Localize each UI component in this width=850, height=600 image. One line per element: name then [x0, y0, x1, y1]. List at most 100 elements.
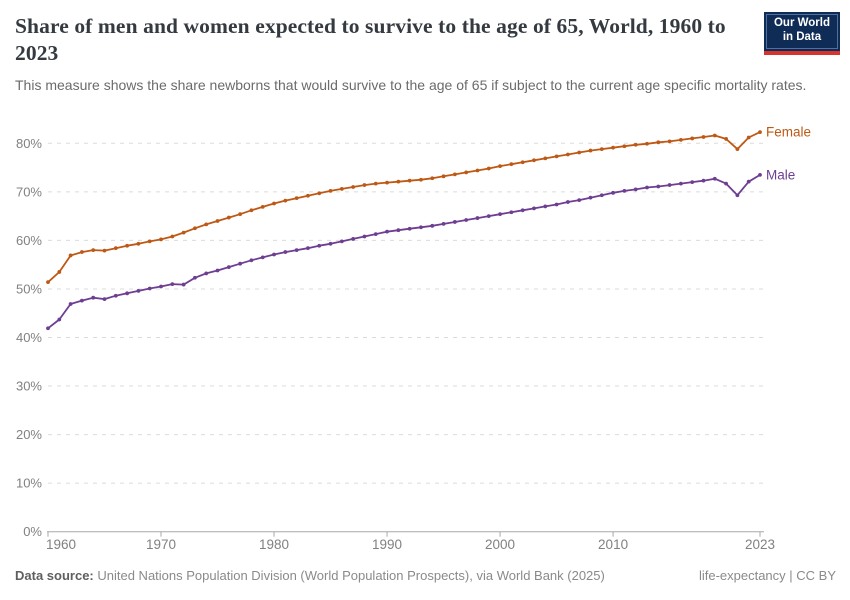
series-point-female-2015 — [667, 139, 672, 144]
series-point-male-2003 — [532, 206, 536, 211]
series-point-female-1971 — [170, 234, 175, 239]
data-source-label: Data source: — [15, 568, 94, 583]
series-point-female-2005 — [554, 154, 559, 159]
series-point-male-1971 — [170, 282, 175, 286]
series-point-male-1989 — [373, 232, 378, 236]
series-point-female-2007 — [577, 150, 582, 155]
series-point-male-1986 — [339, 239, 344, 244]
series-point-female-1988 — [362, 183, 367, 187]
series-point-male-1985 — [328, 241, 333, 246]
series-point-female-1987 — [351, 185, 356, 189]
series-point-female-1968 — [136, 241, 141, 246]
series-point-female-1998 — [475, 168, 480, 173]
series-point-male-2014 — [656, 184, 661, 189]
line-chart: 0% 10% 20% 30% 40% 50% 60% 70% 80% 1960 1970 1980 19… — [16, 125, 811, 553]
series-point-male-1964 — [91, 295, 96, 300]
series-point-female-1999 — [486, 166, 491, 171]
page-title: Share of men and women expected to survi… — [15, 14, 726, 65]
series-label-female[interactable]: Female — [766, 125, 811, 140]
series-point-female-1983 — [306, 193, 310, 198]
owid-logo[interactable]: Our World in Data — [763, 12, 840, 55]
series-point-female-2022 — [746, 135, 751, 140]
series-point-female-1965 — [102, 248, 107, 253]
y-tick-label-70: 70% — [16, 184, 42, 199]
series-point-female-1964 — [91, 248, 96, 253]
series-point-male-1982 — [294, 248, 299, 253]
series-point-female-2010 — [611, 145, 615, 150]
series-point-male-1993 — [419, 225, 423, 230]
series-point-female-1963 — [80, 250, 84, 254]
y-tick-label-50: 50% — [16, 281, 42, 296]
series-point-female-1980 — [272, 201, 276, 206]
series-point-male-2015 — [667, 183, 672, 187]
series-point-male-1965 — [102, 297, 107, 302]
series-point-male-1972 — [181, 282, 186, 287]
series-point-male-1976 — [226, 265, 231, 270]
series-label-male[interactable]: Male — [766, 167, 795, 182]
series-point-female-2019 — [712, 133, 717, 138]
series-line-male[interactable] — [47, 174, 761, 330]
data-source-text: United Nations Population Division (Worl… — [93, 568, 605, 583]
chart-subtitle: This measure shows the share newborns th… — [15, 77, 807, 93]
series-point-female-2002 — [520, 160, 525, 165]
series-point-male-1987 — [351, 237, 356, 241]
series-point-male-2002 — [520, 208, 525, 213]
series-point-male-2019 — [712, 176, 717, 181]
series-point-female-1961 — [57, 270, 62, 274]
series-point-male-1960 — [46, 326, 50, 331]
series-point-male-2018 — [701, 178, 706, 183]
owid-logo-text: Our World in Data — [765, 14, 838, 49]
x-tick-label-1970: 1970 — [146, 537, 176, 552]
series-point-male-1962 — [68, 302, 73, 306]
series-point-female-2017 — [690, 136, 695, 141]
series-point-female-2009 — [599, 147, 604, 152]
series-point-male-2007 — [577, 198, 582, 203]
y-tick-label-60: 60% — [16, 233, 42, 248]
series-point-female-2016 — [678, 138, 683, 142]
series-point-female-1996 — [452, 172, 457, 177]
series-point-male-2009 — [599, 193, 604, 198]
series-point-female-2013 — [645, 141, 649, 146]
series-point-female-1991 — [396, 179, 401, 184]
series-point-female-2018 — [701, 135, 706, 139]
series-point-male-1979 — [260, 255, 265, 260]
series-point-female-2021 — [735, 147, 740, 152]
series-point-male-1991 — [396, 228, 401, 233]
series-point-male-1984 — [317, 243, 322, 248]
series-point-female-1989 — [373, 181, 378, 186]
series-point-female-1993 — [419, 177, 423, 182]
series-point-female-1992 — [407, 178, 412, 183]
series-point-female-1970 — [159, 237, 163, 242]
series-point-male-1969 — [147, 286, 152, 291]
series-point-female-2008 — [588, 148, 593, 153]
y-tick-label-40: 40% — [16, 330, 42, 345]
series-line-female[interactable] — [47, 131, 761, 283]
series-point-male-1980 — [272, 252, 276, 257]
series-point-female-2023 — [758, 130, 762, 135]
series-point-female-2012 — [633, 142, 638, 147]
series-point-female-1977 — [238, 212, 243, 217]
series-point-female-1966 — [113, 246, 118, 251]
y-tick-label-20: 20% — [16, 427, 42, 442]
series-point-female-2003 — [532, 158, 536, 163]
license-link[interactable]: life-expectancy | CC BY — [698, 568, 836, 583]
series-point-female-2006 — [565, 152, 570, 157]
x-tick-label-2000: 2000 — [485, 537, 515, 552]
series-point-male-1977 — [238, 261, 243, 266]
series-point-female-1982 — [294, 196, 299, 201]
chart-footer: Data source: United Nations Population D… — [15, 568, 836, 583]
series-point-male-2017 — [690, 180, 695, 185]
owid-logo-line1: Our World — [773, 17, 830, 29]
series-point-male-1981 — [283, 250, 288, 254]
series-point-female-1997 — [464, 170, 469, 175]
series-point-female-1960 — [46, 280, 50, 285]
series-point-male-2013 — [645, 185, 649, 190]
series-point-female-1973 — [193, 226, 197, 231]
series-point-male-2006 — [565, 200, 570, 204]
series-point-male-1968 — [136, 288, 141, 293]
series-point-male-1983 — [306, 246, 310, 251]
owid-logo-line2: in Data — [782, 30, 822, 43]
series-point-male-1998 — [475, 216, 480, 220]
series-point-female-1995 — [441, 174, 446, 179]
series-point-female-1967 — [125, 243, 130, 248]
